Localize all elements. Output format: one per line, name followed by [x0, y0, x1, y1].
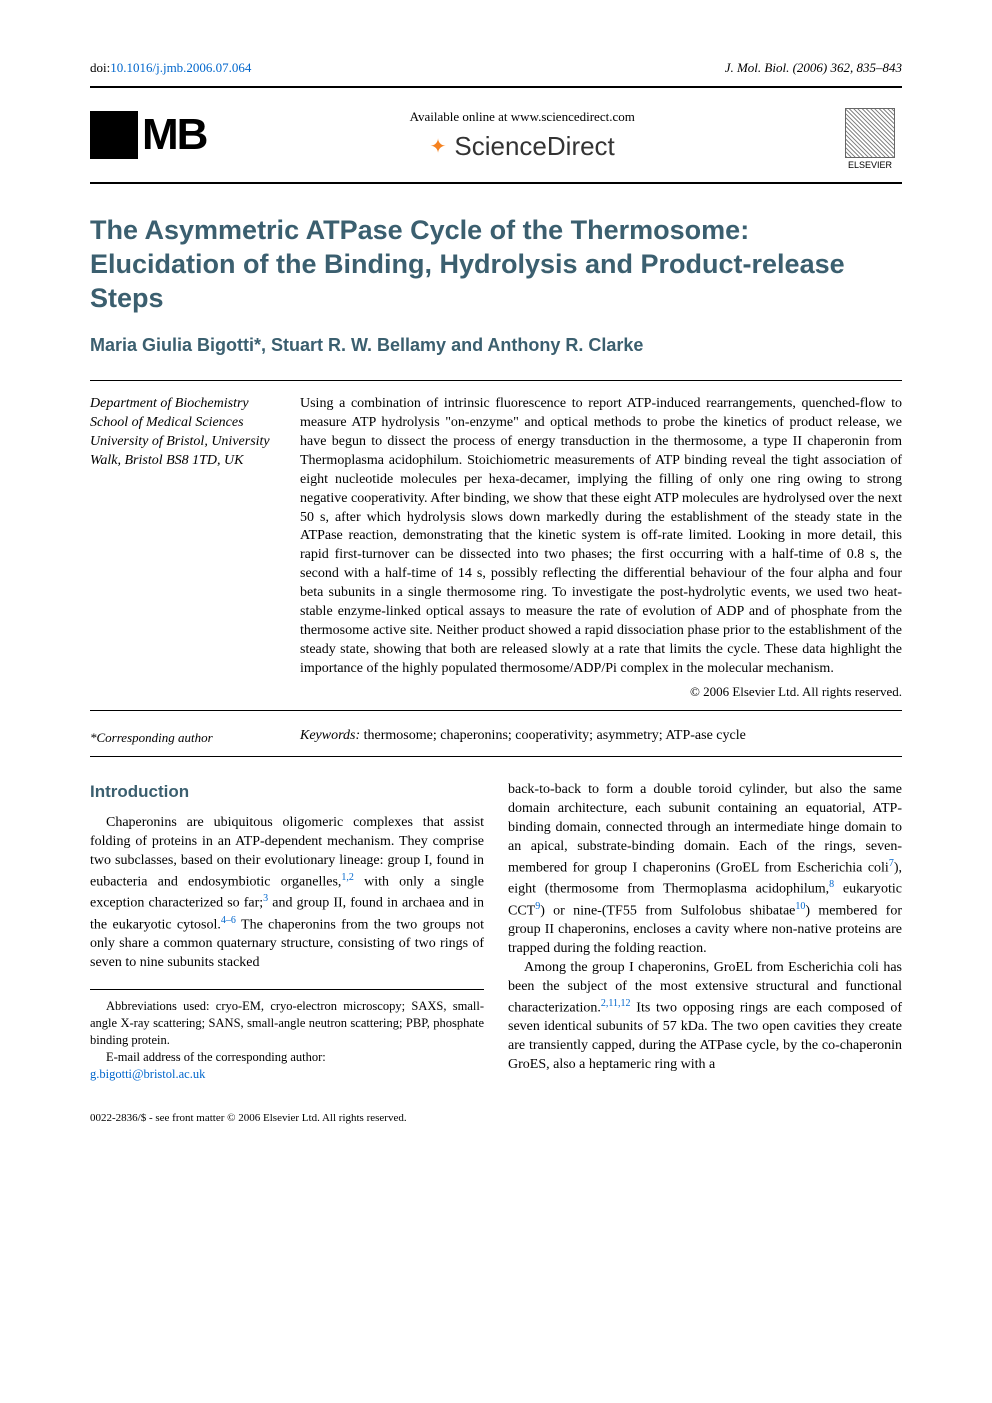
email-label: E-mail address of the corresponding auth… — [106, 1050, 326, 1064]
sciencedirect-name: ScienceDirect — [454, 131, 614, 162]
journal-reference: J. Mol. Biol. (2006) 362, 835–843 — [725, 60, 902, 76]
elsevier-tree-icon — [845, 108, 895, 158]
jmb-logo-square — [90, 111, 138, 159]
left-column: Introduction Chaperonins are ubiquitous … — [90, 781, 484, 1082]
p2d: ) or nine-(TF55 from Sulfolobus shibatae — [540, 903, 795, 918]
doi-prefix: doi: — [90, 60, 110, 75]
body-columns: Introduction Chaperonins are ubiquitous … — [90, 781, 902, 1082]
email-footnote: E-mail address of the corresponding auth… — [90, 1049, 484, 1083]
elsevier-name: ELSEVIER — [848, 160, 892, 170]
sd-available-text: Available online at www.sciencedirect.co… — [206, 109, 838, 125]
intro-para-1: Chaperonins are ubiquitous oligomeric co… — [90, 814, 484, 973]
abstract-copyright: © 2006 Elsevier Ltd. All rights reserved… — [300, 683, 902, 701]
doi-header-line: doi:10.1016/j.jmb.2006.07.064 J. Mol. Bi… — [90, 60, 902, 76]
jmb-logo: MB — [90, 110, 206, 160]
introduction-heading: Introduction — [90, 781, 484, 804]
ref-10[interactable]: 10 — [795, 901, 805, 912]
p2a: back-to-back to form a double toroid cyl… — [508, 782, 902, 875]
doi-link[interactable]: 10.1016/j.jmb.2006.07.064 — [110, 60, 251, 75]
ref-1-2[interactable]: 1,2 — [341, 872, 354, 883]
author-list: Maria Giulia Bigotti*, Stuart R. W. Bell… — [90, 335, 902, 356]
right-column: back-to-back to form a double toroid cyl… — [508, 781, 902, 1082]
ref-4-6[interactable]: 4–6 — [221, 915, 236, 926]
abbreviations-footnote: Abbreviations used: cryo-EM, cryo-electr… — [90, 998, 484, 1049]
front-matter-line: 0022-2836/$ - see front matter © 2006 El… — [90, 1112, 902, 1124]
affiliation: Department of Biochemistry School of Med… — [90, 395, 300, 700]
keywords-row: *Corresponding author Keywords: thermoso… — [90, 727, 902, 757]
keywords-label: Keywords: — [300, 728, 360, 743]
corresponding-author-note: *Corresponding author — [90, 730, 300, 746]
corresponding-email-link[interactable]: g.bigotti@bristol.ac.uk — [90, 1067, 205, 1081]
ref-2-11-12[interactable]: 2,11,12 — [601, 998, 631, 1009]
elsevier-logo: ELSEVIER — [838, 100, 902, 170]
journal-header-bar: MB Available online at www.sciencedirect… — [90, 86, 902, 184]
abstract-row: Department of Biochemistry School of Med… — [90, 380, 902, 711]
sd-logo-wrap: ✦ ScienceDirect — [206, 131, 838, 162]
keywords-block: Keywords: thermosome; chaperonins; coope… — [300, 727, 902, 746]
doi-text: doi:10.1016/j.jmb.2006.07.064 — [90, 60, 251, 76]
sciencedirect-block: Available online at www.sciencedirect.co… — [206, 109, 838, 162]
keywords-text: thermosome; chaperonins; cooperativity; … — [360, 728, 746, 743]
sciencedirect-icon: ✦ — [430, 134, 447, 159]
abstract-block: Using a combination of intrinsic fluores… — [300, 395, 902, 700]
intro-para-3: Among the group I chaperonins, GroEL fro… — [508, 959, 902, 1075]
intro-para-2: back-to-back to form a double toroid cyl… — [508, 781, 902, 959]
jmb-logo-text: MB — [142, 110, 206, 160]
footnotes-block: Abbreviations used: cryo-EM, cryo-electr… — [90, 989, 484, 1082]
article-title: The Asymmetric ATPase Cycle of the Therm… — [90, 214, 902, 315]
abstract-text: Using a combination of intrinsic fluores… — [300, 396, 902, 675]
